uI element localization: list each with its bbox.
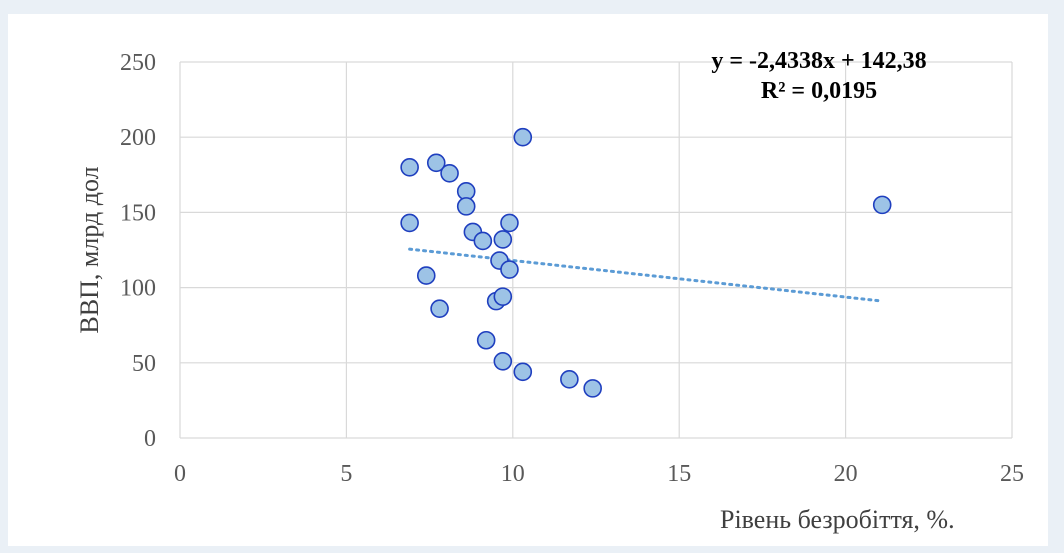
data-point xyxy=(500,213,519,233)
y-tick-label: 50 xyxy=(132,351,156,377)
data-point xyxy=(440,163,459,183)
y-tick-label: 250 xyxy=(120,50,156,76)
data-point xyxy=(560,370,579,389)
trendline-r2: R² = 0,0195 xyxy=(760,78,878,104)
x-tick-label: 10 xyxy=(501,461,525,487)
data-point xyxy=(493,351,513,371)
data-point xyxy=(513,362,533,382)
data-point xyxy=(473,231,493,251)
data-point xyxy=(583,379,602,398)
data-point xyxy=(400,213,419,233)
data-point xyxy=(500,260,519,279)
y-tick-label: 200 xyxy=(120,125,156,151)
chart-area xyxy=(8,14,1048,546)
data-point xyxy=(456,197,476,216)
data-point xyxy=(872,195,892,215)
y-tick-label: 150 xyxy=(120,200,156,226)
y-tick-label: 100 xyxy=(120,276,156,302)
data-point xyxy=(416,266,436,285)
data-point xyxy=(493,230,513,249)
trendline xyxy=(408,247,884,303)
x-tick-label: 15 xyxy=(667,461,691,487)
x-tick-label: 5 xyxy=(340,461,352,487)
data-point xyxy=(430,299,449,318)
data-point xyxy=(513,127,533,147)
data-point xyxy=(426,153,446,173)
data-point xyxy=(400,157,419,177)
data-point xyxy=(493,287,513,306)
y-axis-label: ВВП, млрд дол xyxy=(75,166,104,333)
x-tick-label: 20 xyxy=(834,461,858,487)
data-point xyxy=(476,330,496,350)
trendline-equation: y = -2,4338x + 142,38 xyxy=(711,48,927,74)
x-tick-label: 0 xyxy=(174,461,186,487)
trendline-equation-box: y = -2,4338x + 142,38 R² = 0,0195 xyxy=(660,46,978,106)
x-tick-label: 25 xyxy=(1000,461,1024,487)
y-tick-label: 0 xyxy=(144,426,156,452)
x-axis-label: Рівень безробіття, %. xyxy=(720,505,955,534)
